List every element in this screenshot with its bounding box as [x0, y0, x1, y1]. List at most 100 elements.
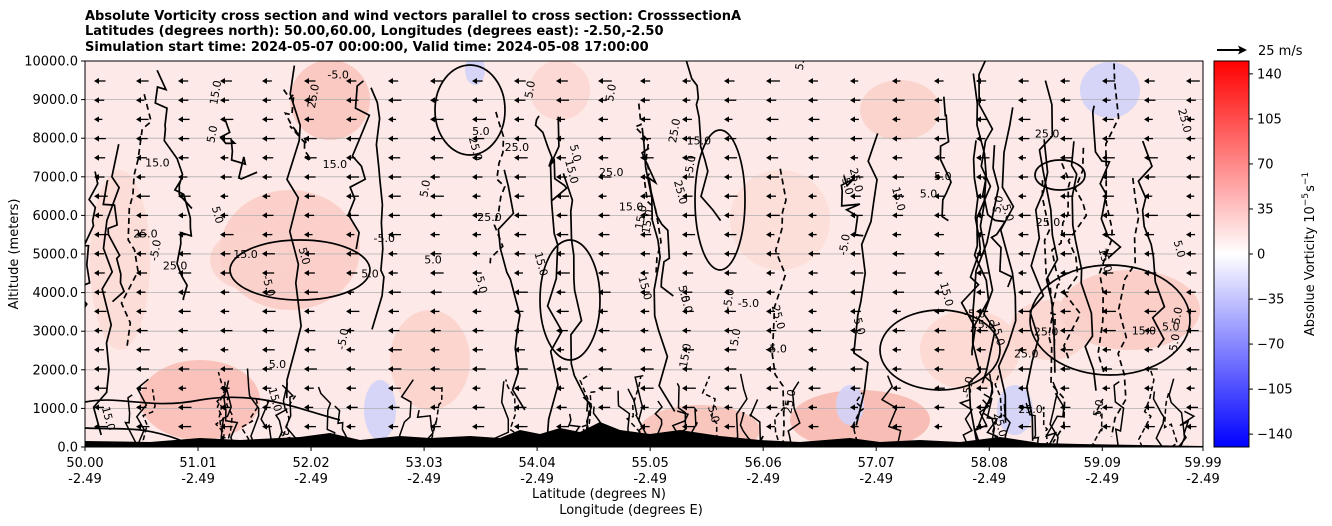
contour-line [274, 383, 289, 447]
contour-label: -5.0 [721, 288, 738, 311]
wind-vector-head [724, 404, 729, 411]
contour-label: 15.0 [207, 79, 224, 105]
contour-line [334, 405, 353, 447]
wind-vector-head [178, 193, 183, 200]
wind-vector-head [514, 231, 519, 238]
wind-vector-head [220, 366, 225, 372]
wind-vector-head [766, 308, 771, 315]
contour-line [154, 69, 193, 210]
y-tick-label: 9000.0 [33, 93, 79, 108]
contour-line [1113, 380, 1125, 447]
contour-label: 25.0 [991, 411, 1010, 438]
wind-vector-head [472, 135, 477, 142]
wind-vector-head [178, 78, 183, 84]
wind-vector-head [850, 423, 855, 430]
contour-loop [1029, 264, 1191, 376]
wind-vector-head [934, 212, 939, 219]
wind-vector-head [1144, 154, 1149, 161]
contour-line [958, 398, 974, 447]
x-tick-label-lat: 59.99 [1184, 456, 1221, 471]
wind-vector-head [1018, 212, 1023, 219]
wind-vector-head [724, 270, 729, 276]
wind-vector-head [892, 97, 897, 104]
wind-vector-head [556, 97, 561, 104]
wind-vector-head [808, 385, 813, 392]
wind-vector-head [640, 385, 645, 392]
wind-vector-head [178, 327, 183, 334]
wind-vector-head [1018, 327, 1023, 334]
contour-label: 25.0 [1014, 347, 1039, 360]
wind-vector-head [388, 193, 393, 200]
wind-vector-head [892, 270, 897, 276]
wind-vector-head [178, 116, 183, 123]
wind-vector-head [304, 174, 309, 180]
wind-vector-head [1018, 231, 1023, 238]
wind-vector-head [1144, 327, 1149, 334]
contour-label: 15.0 [1132, 325, 1157, 338]
contour-label: -5.0 [960, 375, 977, 398]
wind-vector-head [682, 327, 687, 334]
contour-line [534, 115, 568, 201]
contour-loop [879, 309, 1001, 391]
contour-line [982, 375, 996, 447]
wind-vector-head [94, 174, 99, 180]
wind-vector-head [682, 366, 687, 372]
colorbar-tick-label: −35 [1257, 293, 1284, 308]
x-tick-label-lon: -2.49 [1186, 472, 1220, 487]
wind-vector-head [514, 97, 519, 104]
wind-vector-head [934, 154, 939, 161]
wind-vector-head [1018, 346, 1023, 353]
wind-vector-head [850, 327, 855, 334]
wind-vector-head [892, 250, 897, 257]
wind-vector-head [514, 327, 519, 334]
wind-vector-head [1186, 327, 1191, 334]
contour-label: 15.0 [889, 185, 908, 212]
wind-vector-head [766, 366, 771, 372]
wind-vector-head [388, 250, 393, 257]
wind-vector-head [220, 250, 225, 257]
wind-vector-head [346, 154, 351, 161]
wind-vector-head [136, 289, 141, 296]
wind-vector-head [430, 78, 435, 84]
wind-vector-head [472, 366, 477, 372]
wind-vector-head [934, 78, 939, 84]
wind-vector-head [976, 193, 981, 200]
wind-vector-head [472, 327, 477, 334]
wind-vector-head [1186, 174, 1191, 180]
wind-vector-head [976, 308, 981, 315]
y-tick-label: 0.0 [57, 441, 78, 456]
contour-label: 5.0 [361, 268, 379, 281]
contour-label: 5.0 [296, 246, 313, 266]
wind-vector-head [1144, 423, 1149, 430]
wind-vector-head [304, 366, 309, 372]
wind-vector-head [850, 385, 855, 392]
wind-vector-head [640, 308, 645, 315]
wind-vector-head [346, 270, 351, 276]
wind-vector-head [346, 385, 351, 392]
contour-label: 15.0 [99, 405, 118, 432]
wind-vector-head [1144, 135, 1149, 142]
wind-vector-head [766, 97, 771, 104]
wind-vector-head [598, 366, 603, 372]
wind-vector-head [808, 308, 813, 315]
wind-vector-head [1144, 385, 1149, 392]
contour-label: 15.0 [635, 275, 654, 302]
contour-line [771, 168, 787, 447]
wind-vector-head [388, 135, 393, 142]
wind-vector-head [1060, 423, 1065, 430]
wind-vector-head [1018, 250, 1023, 257]
wind-vector-head [136, 231, 141, 238]
colorbar-label-unit-exp: −1 [1301, 172, 1311, 185]
wind-vector-head [808, 327, 813, 334]
vorticity-patch [860, 80, 940, 140]
wind-vector-head [1186, 346, 1191, 353]
wind-vector-head [262, 135, 267, 142]
wind-vector-head [388, 385, 393, 392]
wind-vector-head [136, 327, 141, 334]
x-axis-label-latitude: Latitude (degrees N) [532, 487, 666, 502]
wind-vector-head [1102, 193, 1107, 200]
wind-vector-head [976, 366, 981, 372]
contour-line [749, 399, 764, 447]
x-axis-label-longitude: Longitude (degrees E) [559, 503, 703, 518]
wind-vector-head [220, 154, 225, 161]
